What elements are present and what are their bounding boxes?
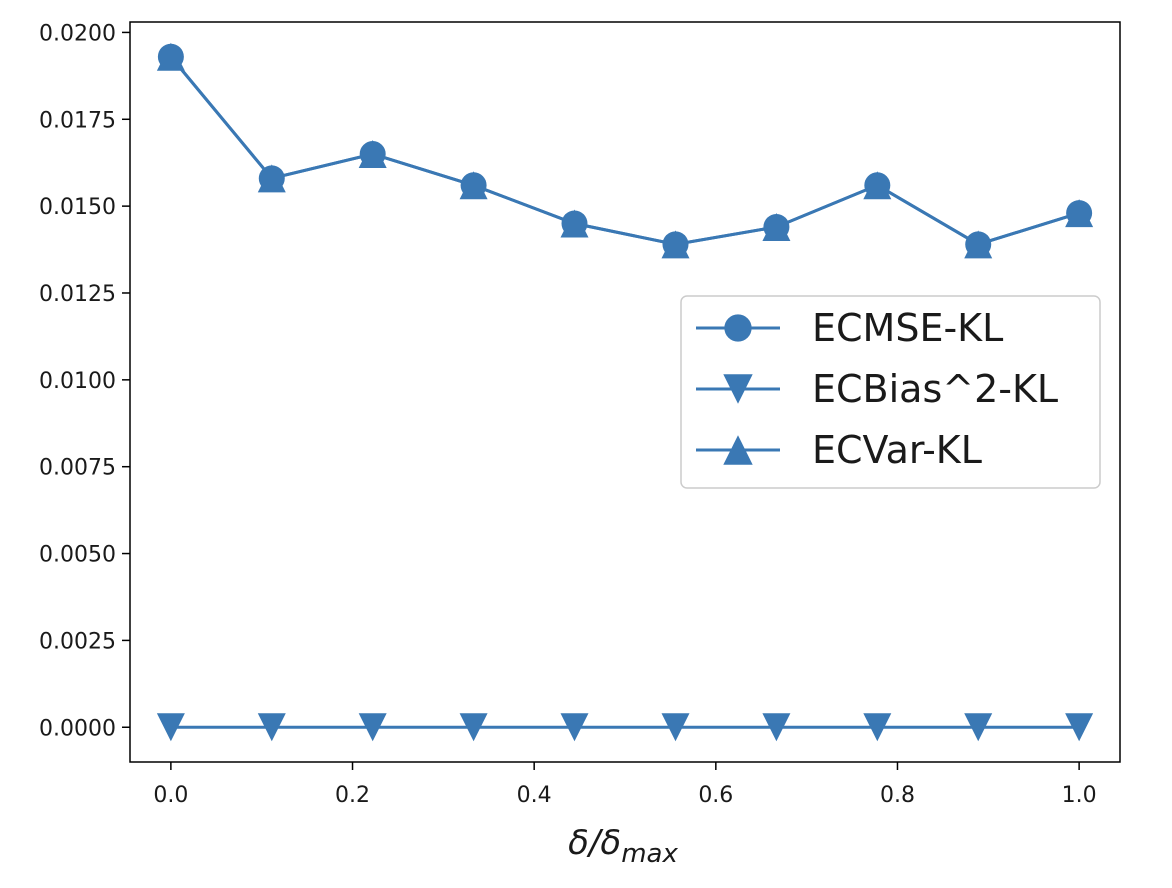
y-tick-label: 0.0075: [39, 456, 116, 481]
series-ECMSE-KL: [157, 43, 1093, 258]
x-tick-label: 0.4: [517, 783, 552, 808]
data-point: [358, 140, 387, 169]
legend-label: ECMSE-KL: [812, 306, 1003, 350]
series-ECVar-KL: [156, 42, 1094, 259]
x-axis-ticks: 0.0 0.2 0.4 0.6 0.8 1.0: [153, 762, 1097, 808]
data-point: [358, 713, 387, 742]
data-point: [863, 713, 892, 742]
data-point: [1065, 713, 1094, 742]
data-point: [762, 713, 791, 742]
data-point: [156, 713, 185, 742]
plot-frame: [129, 21, 1121, 763]
y-tick-label: 0.0150: [39, 195, 116, 220]
y-tick-label: 0.0175: [39, 108, 116, 133]
data-point: [459, 171, 488, 200]
legend-box: [680, 295, 1101, 489]
legend-marker: [723, 435, 753, 465]
data-point: [863, 171, 892, 200]
data-point: [560, 209, 589, 238]
legend: ECMSE-KL ECBias^2-KL ECVar-KL: [680, 295, 1101, 489]
y-tick-label: 0.0000: [39, 716, 116, 741]
legend-label: ECBias^2-KL: [812, 367, 1058, 411]
data-point: [1065, 199, 1094, 228]
data-point: [964, 230, 993, 259]
data-point: [762, 212, 791, 241]
legend-entry: ECMSE-KL: [696, 306, 1003, 350]
data-point: [964, 713, 993, 742]
series-layer: [156, 42, 1094, 742]
y-tick-label: 0.0100: [39, 369, 116, 394]
x-axis-label: δ/δmax: [568, 823, 678, 869]
y-axis-ticks: 0.0000 0.0025 0.0050 0.0075 0.0100 0.0125 0.01…: [39, 21, 130, 741]
x-tick-label: 1.0: [1062, 783, 1097, 808]
data-point: [257, 713, 286, 742]
data-point: [661, 230, 690, 259]
y-tick-label: 0.0050: [39, 543, 116, 568]
data-point: [459, 713, 488, 742]
x-tick-label: 0.0: [153, 783, 188, 808]
x-axis-label-main: δ/δ: [568, 823, 621, 863]
legend-marker: [723, 374, 753, 404]
legend-marker: [724, 314, 752, 342]
legend-entry: ECBias^2-KL: [696, 367, 1058, 411]
data-point: [257, 164, 286, 193]
data-point: [661, 713, 690, 742]
y-tick-label: 0.0125: [39, 282, 116, 307]
x-axis-label-subscript: max: [621, 839, 678, 869]
x-tick-label: 0.2: [335, 783, 370, 808]
y-tick-label: 0.0200: [39, 21, 116, 46]
data-point: [156, 42, 185, 71]
legend-label: ECVar-KL: [812, 428, 982, 472]
series-line: [169, 55, 1080, 246]
legend-entry: ECVar-KL: [696, 428, 982, 472]
data-point: [560, 713, 589, 742]
x-tick-label: 0.8: [880, 783, 915, 808]
x-tick-label: 0.6: [698, 783, 733, 808]
series-ECBias^2-KL: [156, 713, 1094, 742]
y-tick-label: 0.0025: [39, 629, 116, 654]
series-line: [169, 55, 1080, 246]
